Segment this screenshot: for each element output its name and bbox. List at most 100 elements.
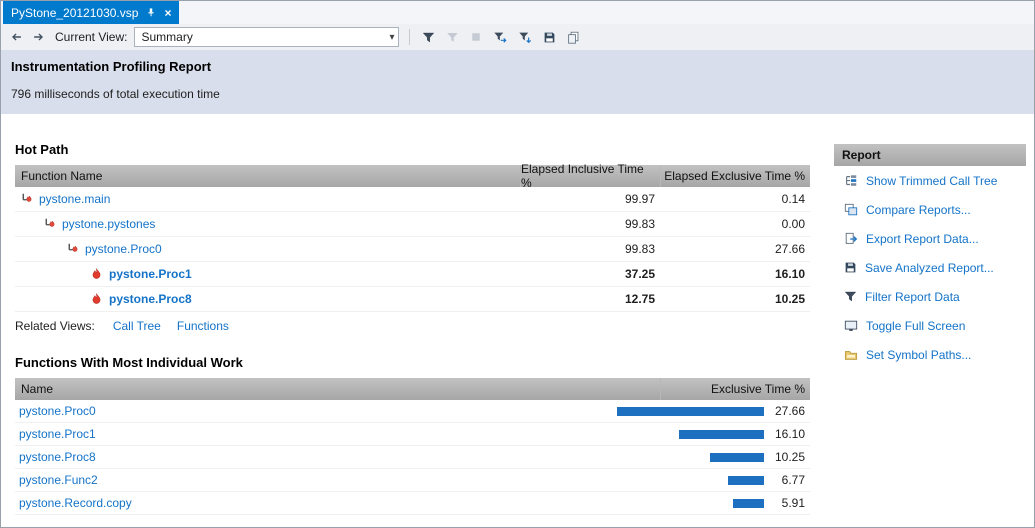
function-link[interactable]: pystone.Record.copy (19, 496, 132, 510)
function-link[interactable]: pystone.Proc8 (109, 292, 192, 306)
hotpath-icon (44, 218, 56, 230)
related-views-label: Related Views: (15, 319, 95, 333)
report-panel-header: Report (834, 144, 1026, 166)
hot-path-row: pystone.Proc1 37.25 16.10 (15, 262, 810, 287)
save-report-icon[interactable] (541, 31, 558, 44)
report-action-filter-report-data[interactable]: Filter Report Data (834, 282, 1026, 311)
report-panel: Report Show Trimmed Call Tree Compare Rep… (834, 144, 1026, 369)
individual-work-row: pystone.Proc8 10.25 (15, 446, 810, 469)
flame-icon (90, 292, 103, 306)
inclusive-time-value: 99.83 (624, 217, 655, 231)
hot-path-row: pystone.Proc0 99.83 27.66 (15, 237, 810, 262)
exclusive-time-value: 27.66 (774, 404, 805, 418)
forward-arrow-icon[interactable] (31, 30, 46, 44)
individual-work-table: Name Exclusive Time % pystone.Proc0 27.66… (15, 378, 810, 515)
function-link[interactable]: pystone.main (39, 192, 111, 206)
hot-path-row: pystone.pystones 99.83 0.00 (15, 212, 810, 237)
export-filter-icon[interactable] (491, 31, 509, 44)
column-header-exclusive-time[interactable]: Exclusive Time % (660, 378, 810, 400)
hot-path-row: pystone.main 99.97 0.14 (15, 187, 810, 212)
chevron-down-icon: ▾ (389, 31, 395, 43)
function-link[interactable]: pystone.Proc1 (19, 427, 96, 441)
report-action-toggle-full-screen[interactable]: Toggle Full Screen (834, 311, 1026, 340)
document-tab-bar: PyStone_20121030.vsp × (1, 1, 1034, 24)
exclusive-time-value: 0.00 (781, 217, 805, 231)
report-action-label: Filter Report Data (865, 289, 960, 304)
current-view-label: Current View: (55, 30, 128, 44)
report-action-compare-reports[interactable]: Compare Reports... (834, 195, 1026, 224)
close-icon[interactable]: × (164, 5, 172, 20)
report-action-label: Compare Reports... (866, 202, 971, 217)
back-arrow-icon[interactable] (9, 30, 24, 44)
document-tab[interactable]: PyStone_20121030.vsp × (3, 1, 180, 24)
stop-icon (468, 31, 484, 43)
exclusive-time-bar (728, 475, 764, 485)
inclusive-time-value: 37.25 (624, 267, 655, 281)
export-report-icon (844, 232, 858, 246)
hot-path-table-header: Function Name Elapsed Inclusive Time % E… (15, 162, 810, 190)
hotpath-icon (21, 193, 33, 205)
filter-icon (844, 290, 857, 303)
function-link[interactable]: pystone.Func2 (19, 473, 98, 487)
exclusive-time-bar (679, 429, 764, 439)
exclusive-time-bar (733, 498, 764, 508)
report-action-label: Set Symbol Paths... (866, 347, 972, 362)
view-selector[interactable]: Summary ▾ (134, 27, 400, 47)
function-link[interactable]: pystone.Proc0 (19, 404, 96, 418)
column-header-elapsed-exclusive[interactable]: Elapsed Exclusive Time % (660, 165, 810, 187)
inclusive-time-value: 99.97 (624, 192, 655, 206)
report-action-export-report-data[interactable]: Export Report Data... (834, 224, 1026, 253)
report-action-show-trimmed-call-tree[interactable]: Show Trimmed Call Tree (834, 166, 1026, 195)
summary-column: Hot Path Function Name Elapsed Inclusive… (15, 142, 1034, 515)
function-link[interactable]: pystone.Proc0 (85, 242, 162, 256)
save-report-icon (844, 261, 857, 274)
hot-path-table: Function Name Elapsed Inclusive Time % E… (15, 162, 810, 312)
flame-icon (90, 267, 103, 281)
inclusive-time-value: 12.75 (624, 292, 655, 306)
function-link[interactable]: pystone.Proc8 (19, 450, 96, 464)
exclusive-time-value: 6.77 (781, 473, 805, 487)
report-subtitle: 796 milliseconds of total execution time (11, 87, 220, 101)
individual-work-heading: Functions With Most Individual Work (15, 355, 243, 370)
report-action-label: Toggle Full Screen (866, 318, 966, 333)
exclusive-time-bar (617, 406, 764, 416)
compare-reports-icon (844, 203, 858, 217)
view-selector-value: Summary (141, 30, 193, 44)
hot-path-heading: Hot Path (15, 142, 69, 157)
function-link[interactable]: pystone.Proc1 (109, 267, 192, 281)
apply-filter-icon[interactable] (516, 31, 534, 44)
filter-icon[interactable] (420, 31, 437, 44)
hot-path-row: pystone.Proc8 12.75 10.25 (15, 287, 810, 312)
exclusive-time-value: 27.66 (774, 242, 805, 256)
clear-filter-icon (444, 31, 461, 44)
column-header-elapsed-inclusive[interactable]: Elapsed Inclusive Time % (520, 162, 660, 190)
individual-work-row: pystone.Proc1 16.10 (15, 423, 810, 446)
pin-icon[interactable] (146, 7, 156, 18)
toolbar: Current View: Summary ▾ (1, 24, 1034, 50)
column-header-name[interactable]: Name (21, 382, 54, 396)
exclusive-time-value: 16.10 (774, 267, 805, 281)
individual-work-row: pystone.Record.copy 5.91 (15, 492, 810, 515)
report-action-label: Save Analyzed Report... (865, 260, 994, 275)
trimmed-call-tree-icon (844, 174, 858, 188)
report-banner: Instrumentation Profiling Report 796 mil… (1, 50, 1034, 114)
related-view-link[interactable]: Call Tree (112, 319, 161, 333)
exclusive-time-value: 10.25 (774, 292, 805, 306)
exclusive-time-value: 16.10 (774, 427, 805, 441)
toolbar-separator (409, 29, 411, 45)
report-title: Instrumentation Profiling Report (11, 59, 212, 74)
report-action-set-symbol-paths[interactable]: Set Symbol Paths... (834, 340, 1026, 369)
report-action-save-analyzed-report[interactable]: Save Analyzed Report... (834, 253, 1026, 282)
individual-work-row: pystone.Proc0 27.66 (15, 400, 810, 423)
report-action-label: Show Trimmed Call Tree (866, 173, 998, 188)
column-header-function-name[interactable]: Function Name (21, 169, 103, 183)
function-link[interactable]: pystone.pystones (62, 217, 156, 231)
report-content: Hot Path Function Name Elapsed Inclusive… (1, 114, 1034, 527)
exclusive-time-value: 5.91 (781, 496, 805, 510)
copy-report-icon[interactable] (565, 31, 582, 44)
exclusive-time-bar (710, 452, 764, 462)
individual-work-table-header: Name Exclusive Time % (15, 378, 810, 400)
full-screen-icon (844, 319, 858, 333)
related-view-link[interactable]: Functions (176, 319, 229, 333)
